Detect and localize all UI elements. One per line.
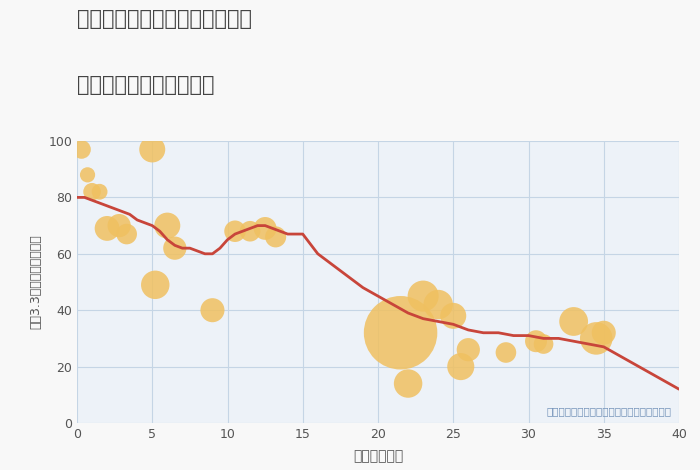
Point bbox=[417, 292, 428, 300]
Point bbox=[538, 340, 549, 348]
Point bbox=[147, 146, 158, 153]
Point bbox=[82, 171, 93, 179]
Point bbox=[230, 227, 241, 235]
Point bbox=[162, 222, 173, 229]
Text: 兵庫県神戸市垂水区潮見が丘の: 兵庫県神戸市垂水区潮見が丘の bbox=[77, 9, 252, 30]
Point bbox=[591, 335, 602, 342]
Point bbox=[500, 349, 512, 356]
Point bbox=[402, 380, 414, 387]
Point bbox=[244, 227, 256, 235]
Point bbox=[531, 337, 542, 345]
Text: 円の大きさは、取引のあった物件面積を示す: 円の大きさは、取引のあった物件面積を示す bbox=[547, 406, 671, 416]
Point bbox=[76, 146, 87, 153]
Point bbox=[433, 301, 444, 308]
Point bbox=[568, 318, 580, 325]
Point bbox=[150, 281, 161, 289]
Point bbox=[169, 244, 181, 252]
Point bbox=[270, 233, 281, 241]
Y-axis label: 坪（3.3㎡）単価（万円）: 坪（3.3㎡）単価（万円） bbox=[29, 235, 43, 329]
Point bbox=[448, 312, 459, 320]
Point bbox=[260, 225, 271, 232]
Point bbox=[94, 188, 105, 196]
X-axis label: 築年数（年）: 築年数（年） bbox=[353, 449, 403, 463]
Point bbox=[395, 329, 406, 337]
Point bbox=[207, 306, 218, 314]
Point bbox=[455, 363, 466, 370]
Point bbox=[598, 329, 609, 337]
Point bbox=[463, 346, 474, 353]
Point bbox=[113, 222, 125, 229]
Point bbox=[102, 225, 113, 232]
Point bbox=[87, 188, 98, 196]
Text: 築年数別中古戸建て価格: 築年数別中古戸建て価格 bbox=[77, 75, 214, 95]
Point bbox=[121, 230, 132, 238]
